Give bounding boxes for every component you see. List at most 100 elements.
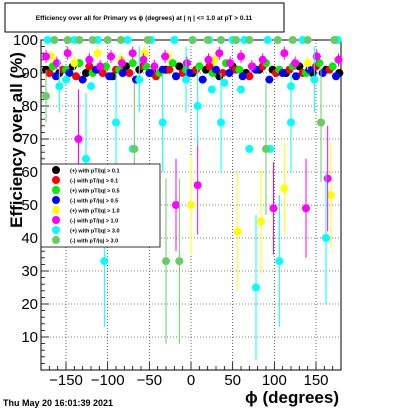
legend-label: (+) with pT/|q| > 0.5 [70, 189, 120, 195]
data-point [139, 55, 148, 64]
data-point [162, 257, 170, 266]
data-point [269, 204, 278, 213]
data-point [262, 144, 270, 153]
data-point [310, 75, 319, 84]
data-point [327, 191, 335, 200]
data-point [245, 144, 254, 153]
y-tick-label: 80 [21, 98, 38, 115]
data-point [175, 62, 184, 71]
legend-entry: (+) with pT/|q| > 0.1 [52, 166, 120, 175]
data-point [330, 36, 339, 44]
data-point [82, 154, 90, 163]
data-point [252, 283, 260, 292]
data-point [85, 55, 94, 64]
data-point [75, 36, 84, 44]
legend: (+) with pT/|q| > 0.1 (-) with pT/|q| > 0… [40, 163, 161, 248]
data-point [135, 75, 144, 84]
data-point [112, 118, 120, 127]
data-point [275, 257, 284, 266]
legend-label: (-) with pT/|q| > 0.5 [70, 199, 118, 205]
legend-label: (+) with pT/|q| > 0.1 [70, 169, 120, 175]
data-point [215, 49, 224, 58]
data-point [278, 69, 287, 77]
legend-label: (+) with pT/|q| > 3.0 [70, 229, 120, 235]
data-point [212, 65, 220, 74]
legend-marker [52, 196, 60, 204]
data-point [317, 118, 325, 127]
data-point [292, 72, 300, 81]
data-point [210, 55, 219, 64]
y-tick-label: 40 [21, 230, 38, 247]
data-point [303, 59, 312, 68]
data-point [165, 65, 174, 74]
data-point [302, 204, 310, 213]
y-tick-label: 50 [21, 197, 38, 214]
legend-marker [52, 226, 60, 234]
data-point [143, 36, 152, 44]
legend-label: (-) with pT/|q| > 3.0 [70, 239, 118, 245]
data-point [237, 85, 245, 94]
legend-marker [52, 206, 60, 214]
data-point [70, 59, 79, 68]
data-point [217, 36, 225, 44]
data-point [322, 234, 330, 242]
data-point [118, 69, 127, 77]
x-tick-label: −50 [137, 372, 162, 389]
data-point [217, 118, 225, 127]
data-point [74, 135, 83, 143]
y-tick-label: 20 [21, 296, 38, 313]
data-point [193, 102, 202, 110]
legend-marker [52, 166, 60, 174]
data-point [140, 49, 149, 58]
legend-entry: (+) with pT/|q| > 1.0 [52, 206, 120, 215]
data-point [161, 52, 170, 61]
data-point [150, 62, 159, 71]
x-tick-label: 0 [187, 372, 195, 389]
data-point [117, 59, 126, 68]
y-tick-label: 60 [21, 164, 38, 181]
y-tick-label: 90 [21, 65, 38, 82]
legend-marker [52, 186, 60, 194]
data-point [280, 49, 289, 58]
data-point [125, 69, 134, 77]
data-point [291, 59, 300, 68]
data-point [207, 85, 216, 94]
legend-entry: (+) with pT/|q| > 0.5 [52, 186, 120, 195]
y-tick-label: 70 [21, 131, 38, 148]
x-tick-label: 50 [224, 372, 241, 389]
data-point [78, 75, 87, 84]
data-point [130, 144, 139, 153]
x-tick-label: −150 [49, 372, 83, 389]
data-point [128, 49, 137, 58]
data-point [247, 62, 256, 71]
data-point [323, 174, 332, 183]
data-point [257, 217, 265, 226]
legend-entry: (-) with pT/|q| > 3.0 [52, 236, 118, 245]
data-point [172, 201, 180, 209]
data-point [102, 62, 110, 71]
data-point [187, 201, 195, 209]
x-tick-label: −100 [91, 372, 125, 389]
data-point [100, 257, 109, 266]
data-point [168, 59, 177, 68]
data-point [158, 65, 167, 74]
data-point [145, 69, 154, 77]
data-point [203, 36, 212, 44]
data-point [233, 227, 242, 236]
legend-label: (-) with pT/|q| > 1.0 [70, 219, 118, 225]
data-point [334, 55, 343, 64]
x-tick-label: 100 [262, 372, 287, 389]
data-point [96, 62, 105, 71]
data-point [105, 72, 114, 81]
legend-box [40, 163, 161, 248]
x-tick-label: 150 [303, 372, 328, 389]
data-point [188, 36, 197, 44]
data-point [42, 52, 50, 61]
legend-entry: (-) with pT/|q| > 0.5 [52, 196, 118, 205]
data-point [263, 36, 272, 44]
y-tick-label: 100 [13, 32, 38, 49]
legend-entry: (-) with pT/|q| > 1.0 [52, 216, 118, 225]
data-point [198, 75, 207, 84]
title-box [4, 2, 285, 33]
